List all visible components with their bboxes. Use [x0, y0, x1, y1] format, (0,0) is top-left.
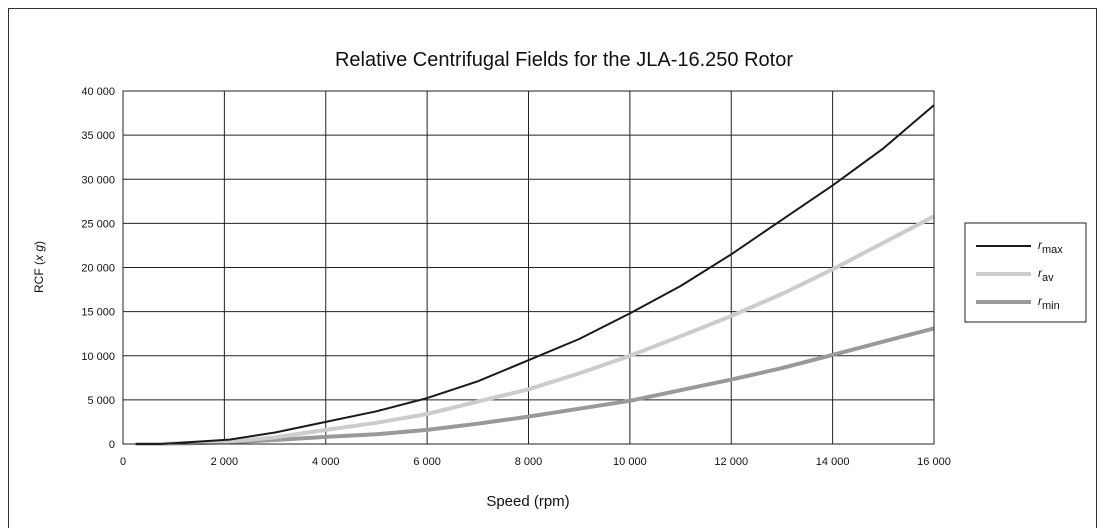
x-tick-label: 0	[120, 456, 126, 468]
x-tick-label: 16 000	[917, 456, 951, 468]
legend-label-main: r	[1038, 266, 1043, 280]
x-tick-label: 10 000	[613, 456, 647, 468]
legend-label-max: rmax	[1038, 238, 1063, 256]
y-tick-label: 10 000	[81, 351, 115, 363]
x-tick-label: 6 000	[413, 456, 441, 468]
x-tick-label: 14 000	[816, 456, 850, 468]
series-line-max	[135, 104, 935, 445]
x-tick-label: 8 000	[515, 456, 543, 468]
y-axis-label: RCF (x g)	[32, 241, 46, 293]
x-tick-label: 2 000	[211, 456, 239, 468]
legend-label-main: r	[1038, 294, 1043, 308]
x-tick-label: 12 000	[714, 456, 748, 468]
y-tick-label: 15 000	[81, 307, 115, 319]
plot-area-border	[122, 90, 935, 445]
y-tick-label: 0	[109, 439, 115, 451]
legend-label-sub: max	[1042, 244, 1063, 256]
legend-label-av: rav	[1038, 266, 1054, 284]
y-tick-label: 25 000	[81, 218, 115, 230]
y-tick-label: 5 000	[87, 395, 115, 407]
y-tick-label: 30 000	[81, 174, 115, 186]
chart-frame: Relative Centrifugal Fields for the JLA-…	[8, 8, 1097, 528]
y-axis-label-prefix: RCF (	[32, 261, 46, 293]
x-tick-labels: 0 2 000 4 000 6 000 8 000 10 000 12 000 14 000 1…	[120, 456, 951, 468]
legend-label-main: r	[1038, 238, 1043, 252]
x-tick-label: 4 000	[312, 456, 340, 468]
series-line-av	[135, 214, 935, 446]
x-axis-label: Speed (rpm)	[486, 493, 569, 510]
series-lines	[135, 104, 935, 446]
chart-svg: Relative Centrifugal Fields for the JLA-…	[32, 49, 1087, 510]
y-tick-label: 35 000	[81, 130, 115, 142]
legend-label-min: rmin	[1038, 294, 1060, 312]
chart-title: Relative Centrifugal Fields for the JLA-…	[335, 49, 793, 71]
legend-label-sub: min	[1042, 300, 1060, 312]
legend-label-sub: av	[1042, 272, 1054, 284]
y-axis-label-suffix: )	[32, 241, 46, 245]
y-tick-label: 40 000	[81, 86, 115, 98]
y-axis-label-var: x g	[32, 245, 46, 262]
y-tick-labels: 0 5 000 10 000 15 000 20 000 25 000 30 000 35 0…	[81, 86, 115, 451]
y-tick-label: 20 000	[81, 263, 115, 275]
